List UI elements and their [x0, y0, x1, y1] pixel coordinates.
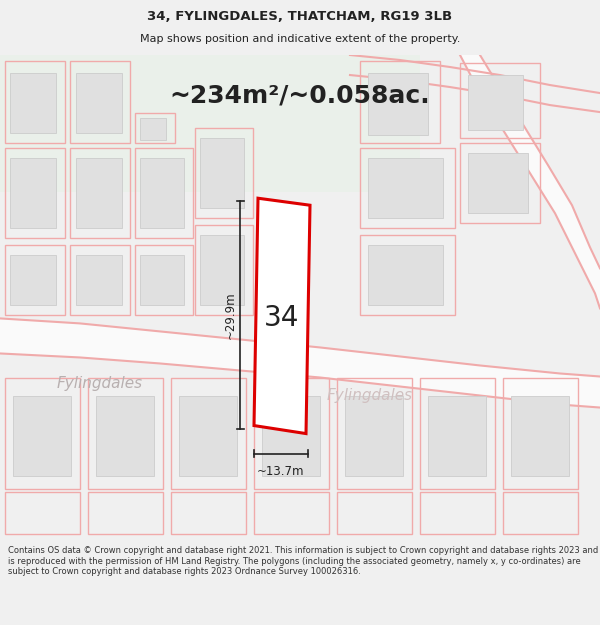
Text: 34, FYLINGDALES, THATCHAM, RG19 3LB: 34, FYLINGDALES, THATCHAM, RG19 3LB	[148, 10, 452, 23]
Bar	[460, 63, 540, 138]
Bar	[254, 492, 329, 534]
Bar	[428, 396, 486, 476]
Bar	[195, 225, 253, 316]
Bar	[76, 158, 122, 228]
Bar	[88, 492, 163, 534]
Bar	[503, 379, 578, 489]
Bar	[10, 73, 56, 133]
Bar	[76, 73, 122, 133]
Bar	[200, 138, 244, 208]
Bar	[254, 379, 329, 489]
Bar	[171, 492, 246, 534]
Bar	[468, 153, 528, 213]
Bar	[135, 113, 175, 143]
Bar	[420, 492, 495, 534]
Bar	[135, 148, 193, 238]
Bar	[88, 379, 163, 489]
Bar	[13, 396, 71, 476]
Bar	[468, 75, 523, 130]
Bar	[460, 143, 540, 223]
Bar	[0, 55, 420, 192]
Bar	[5, 492, 80, 534]
Bar	[70, 148, 130, 238]
Bar	[5, 379, 80, 489]
Polygon shape	[254, 198, 310, 434]
Text: Fylingdales: Fylingdales	[57, 376, 143, 391]
Bar	[360, 148, 455, 228]
Text: Fylingdales: Fylingdales	[327, 388, 413, 403]
Bar	[337, 379, 412, 489]
Bar	[360, 235, 455, 316]
Bar	[171, 379, 246, 489]
Bar	[140, 118, 166, 140]
Bar	[179, 396, 237, 476]
Bar	[345, 396, 403, 476]
Polygon shape	[460, 55, 600, 308]
Bar	[135, 245, 193, 316]
Bar	[195, 128, 253, 218]
Bar	[5, 61, 65, 143]
Bar	[368, 245, 443, 306]
Text: 34: 34	[265, 304, 299, 332]
Bar	[5, 245, 65, 316]
Bar	[262, 396, 320, 476]
Bar	[70, 245, 130, 316]
Bar	[70, 61, 130, 143]
Bar	[200, 235, 244, 306]
Bar	[503, 492, 578, 534]
Bar	[360, 61, 440, 143]
Bar	[368, 73, 428, 135]
Bar	[96, 396, 154, 476]
Text: ~29.9m: ~29.9m	[223, 291, 236, 339]
Polygon shape	[0, 318, 600, 408]
Bar	[368, 158, 443, 218]
Bar	[140, 255, 184, 306]
Bar	[10, 158, 56, 228]
Bar	[140, 158, 184, 228]
Bar	[76, 255, 122, 306]
Text: Contains OS data © Crown copyright and database right 2021. This information is : Contains OS data © Crown copyright and d…	[8, 546, 598, 576]
Bar	[10, 255, 56, 306]
Text: ~234m²/~0.058ac.: ~234m²/~0.058ac.	[170, 83, 430, 107]
Text: ~13.7m: ~13.7m	[257, 465, 305, 478]
Bar	[5, 148, 65, 238]
Bar	[420, 379, 495, 489]
Bar	[511, 396, 569, 476]
Text: Map shows position and indicative extent of the property.: Map shows position and indicative extent…	[140, 34, 460, 44]
Bar	[337, 492, 412, 534]
